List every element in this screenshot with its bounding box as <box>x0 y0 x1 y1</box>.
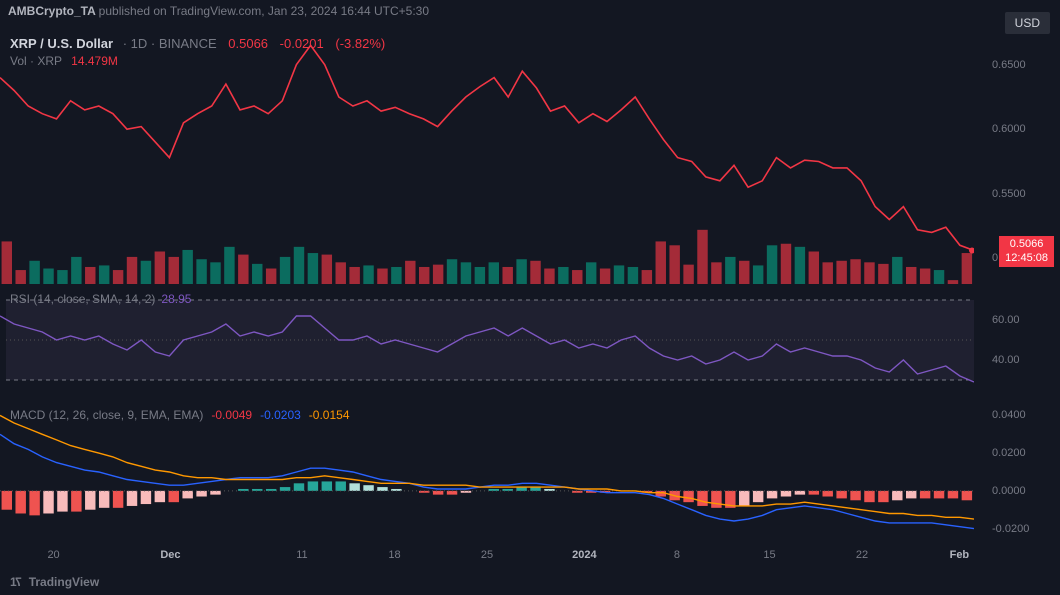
price-tag: 0.506612:45:08 <box>999 236 1054 266</box>
macd-chart[interactable] <box>0 406 974 538</box>
rsi-legend: RSI (14, close, SMA, 14, 2)28.95 <box>10 292 191 306</box>
author-name: AMBCrypto_TA <box>8 4 95 18</box>
macd-legend: MACD (12, 26, close, 9, EMA, EMA)-0.0049… <box>10 408 350 422</box>
time-axis[interactable]: 20Dec111825202481522Feb <box>0 549 980 567</box>
publish-header: AMBCrypto_TA published on TradingView.co… <box>8 4 429 18</box>
rsi-chart[interactable] <box>0 290 974 400</box>
price-chart[interactable] <box>0 26 974 284</box>
tv-icon: 17 <box>10 575 21 589</box>
tradingview-logo[interactable]: 17 TradingView <box>10 575 99 589</box>
publish-info: published on TradingView.com, Jan 23, 20… <box>99 4 429 18</box>
